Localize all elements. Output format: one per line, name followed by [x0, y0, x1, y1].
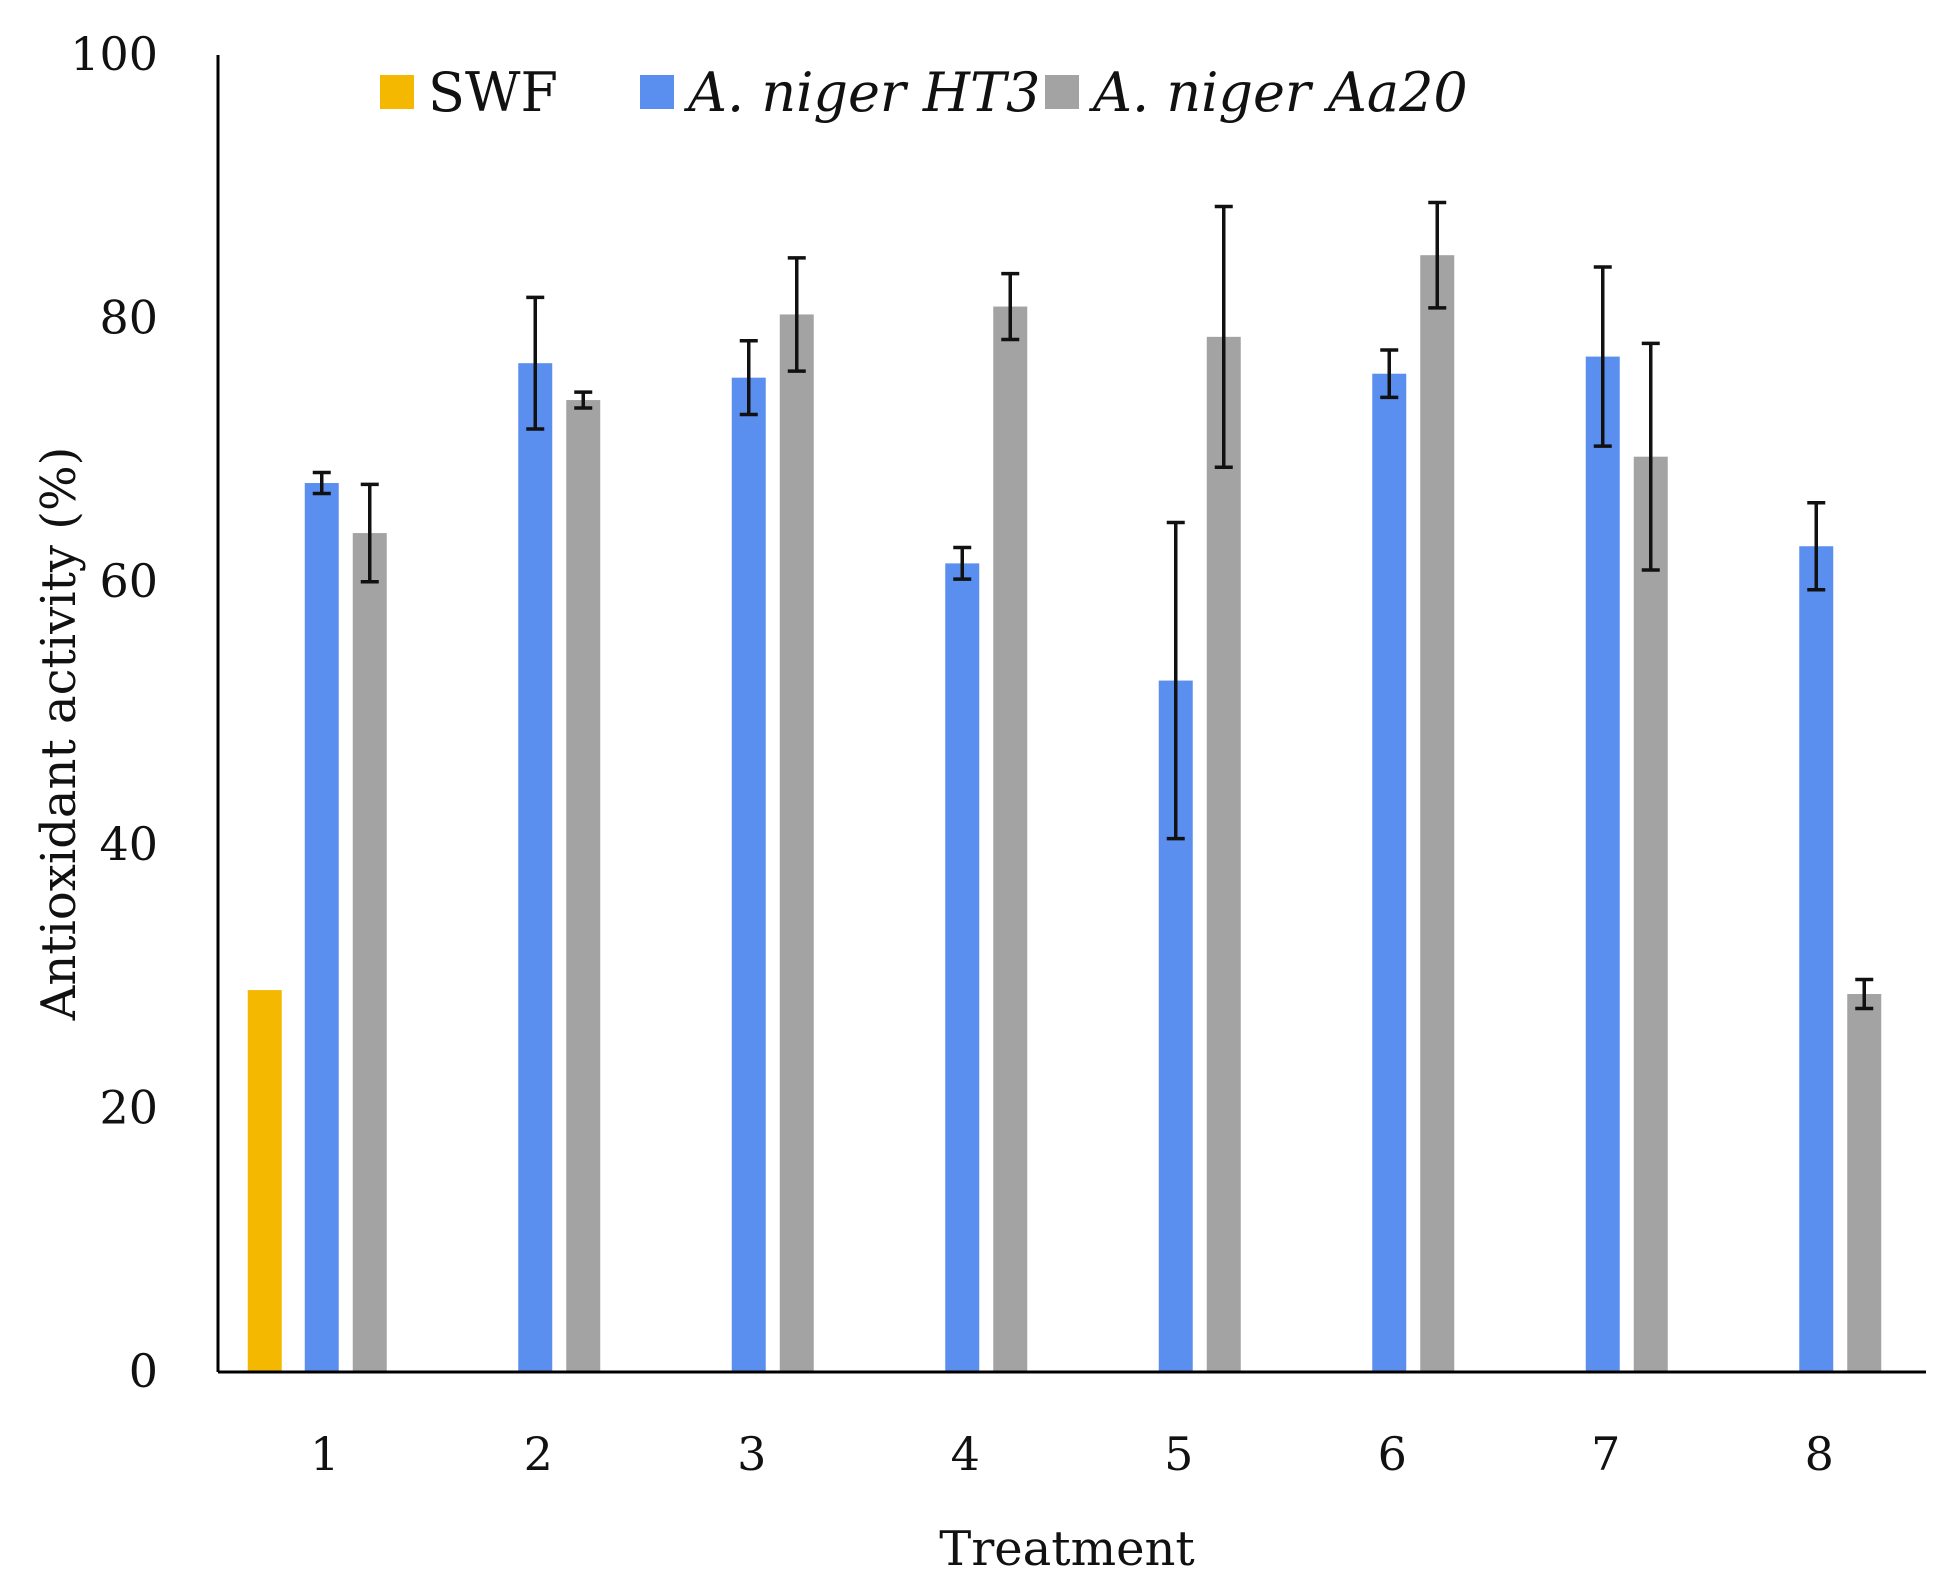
error-bar	[739, 339, 758, 417]
error-bars-layer	[312, 200, 1874, 1011]
legend: SWF A. niger HT3 A. niger Aa20	[380, 61, 1468, 124]
y-tick-label: 60	[99, 554, 158, 608]
error-bar	[953, 545, 972, 581]
bar	[566, 400, 601, 1373]
legend-swatch	[1045, 75, 1079, 109]
legend-swatch	[380, 75, 414, 109]
y-tick-label: 100	[70, 27, 158, 81]
error-bar	[1166, 520, 1185, 841]
x-tick-label: 3	[737, 1427, 766, 1481]
error-bar	[1855, 977, 1874, 1011]
error-bar	[312, 470, 331, 496]
error-bar	[360, 482, 379, 584]
bar	[1847, 994, 1882, 1372]
x-tick-label: 8	[1805, 1427, 1834, 1481]
bar	[993, 306, 1028, 1372]
y-tick-label: 20	[99, 1081, 158, 1135]
y-tick-labels: 0 20 40 60 80 100	[70, 27, 158, 1398]
error-bar	[1214, 204, 1233, 469]
legend-label: A. niger HT3	[683, 61, 1040, 124]
bar	[352, 533, 387, 1372]
bar	[1799, 546, 1834, 1372]
error-bar	[574, 390, 593, 410]
y-tick-label: 80	[99, 290, 158, 344]
bars-layer	[247, 255, 1882, 1373]
x-tick-label: 6	[1378, 1427, 1407, 1481]
x-axis-title: Treatment	[939, 1521, 1194, 1577]
bar	[1420, 255, 1455, 1373]
error-bar	[1380, 348, 1399, 400]
x-tick-label: 5	[1164, 1427, 1193, 1481]
bar	[247, 990, 282, 1372]
error-bar	[1001, 271, 1020, 342]
error-bar	[1593, 265, 1612, 448]
x-tick-label: 7	[1591, 1427, 1620, 1481]
bar	[1633, 456, 1668, 1372]
legend-swatch	[640, 75, 674, 109]
bar	[1206, 336, 1241, 1372]
bar	[779, 314, 814, 1373]
error-bar	[787, 256, 806, 373]
y-tick-label: 0	[129, 1344, 158, 1398]
bar	[945, 563, 980, 1372]
y-axis-title: Antioxidant activity (%)	[31, 447, 87, 1022]
legend-label: A. niger Aa20	[1088, 61, 1468, 124]
error-bar	[1807, 501, 1826, 592]
legend-label: SWF	[428, 61, 558, 124]
error-bar	[1428, 200, 1447, 310]
x-tick-label: 2	[524, 1427, 553, 1481]
bar	[731, 377, 766, 1372]
axes	[216, 55, 1926, 1374]
bar	[518, 363, 553, 1373]
bar	[1372, 373, 1407, 1372]
x-tick-label: 4	[951, 1427, 980, 1481]
x-tick-labels: 1 2 3 4 5 6 7 8	[310, 1427, 1834, 1481]
error-bar	[526, 295, 545, 431]
bar	[1585, 356, 1620, 1372]
bar	[304, 483, 339, 1372]
y-tick-label: 40	[99, 817, 158, 871]
error-bar	[1641, 341, 1660, 572]
x-tick-label: 1	[310, 1427, 339, 1481]
